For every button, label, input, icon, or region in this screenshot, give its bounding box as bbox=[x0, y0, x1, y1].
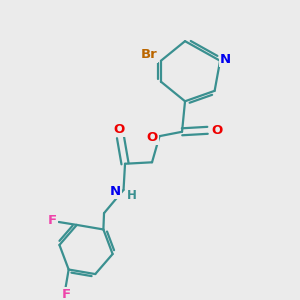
Text: O: O bbox=[211, 124, 222, 137]
Text: O: O bbox=[146, 131, 158, 144]
Text: N: N bbox=[110, 185, 121, 198]
Text: F: F bbox=[62, 288, 71, 300]
Text: N: N bbox=[220, 53, 231, 66]
Text: O: O bbox=[113, 123, 125, 136]
Text: F: F bbox=[48, 214, 57, 227]
Text: Br: Br bbox=[140, 49, 157, 62]
Text: H: H bbox=[127, 189, 136, 202]
